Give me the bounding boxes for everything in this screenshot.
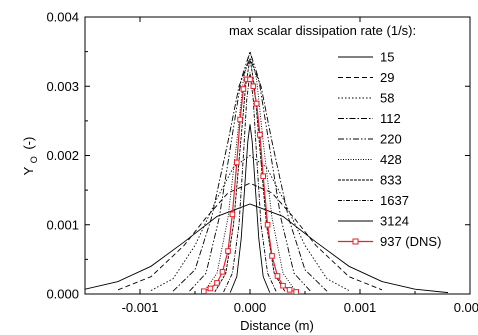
series-lines <box>85 50 449 294</box>
axes: -0.001 0.000 0.001 0.002 0.000 0.001 0.002 0.00… <box>46 10 478 316</box>
legend-label: 112 <box>380 111 401 126</box>
dns-marker <box>237 116 243 123</box>
series-line-937-dns- <box>203 78 297 293</box>
legend-label: 3124 <box>380 214 409 229</box>
y-axis-title-unit: (-) <box>21 137 36 150</box>
series-line-58 <box>150 154 350 291</box>
series-line-3124 <box>229 124 271 293</box>
legend: max scalar dissipation rate (1/s): 15 29 5… <box>229 23 441 249</box>
y-axis-title: Y O (-) <box>21 137 40 176</box>
y-tick-label: 0.001 <box>46 217 79 232</box>
dns-marker <box>225 248 231 254</box>
dns-marker <box>229 211 236 218</box>
x-tick-label: -0.001 <box>122 300 159 315</box>
y-axis-title-sub: O <box>29 156 39 163</box>
legend-label: 1637 <box>380 193 409 208</box>
dns-marker <box>269 253 275 259</box>
series-line-29 <box>117 182 383 291</box>
legend-label: 220 <box>380 132 402 147</box>
dns-marker <box>201 288 207 294</box>
legend-marker <box>352 238 359 245</box>
dns-marker <box>257 131 263 138</box>
dns-marker <box>260 173 266 180</box>
series-line-428 <box>203 51 297 293</box>
dns-marker <box>274 273 281 279</box>
y-tick-label: 0.004 <box>46 10 79 25</box>
legend-label: 58 <box>380 91 394 106</box>
x-tick-label: 0.000 <box>234 300 267 315</box>
dns-marker <box>250 83 257 90</box>
dns-marker <box>240 86 247 92</box>
y-axis-title-main: Y <box>21 166 36 175</box>
series-line-220 <box>189 50 311 292</box>
legend-title: max scalar dissipation rate (1/s): <box>229 23 416 38</box>
dns-marker <box>264 221 271 228</box>
series-line-112 <box>172 57 328 292</box>
y-tick-label: 0.002 <box>46 148 79 163</box>
plot-frame <box>84 16 471 295</box>
series-line-1637 <box>223 72 277 293</box>
dns-marker <box>219 269 226 275</box>
dns-marker <box>280 282 286 289</box>
x-tick-label: 0.002 <box>454 300 478 315</box>
dns-marker <box>253 100 260 107</box>
series-line-833 <box>214 58 286 293</box>
dns-marker <box>247 76 253 83</box>
legend-label: 937 (DNS) <box>380 234 441 249</box>
dns-marker <box>207 285 214 292</box>
legend-label: 833 <box>380 173 402 188</box>
dns-marker <box>214 280 220 286</box>
dns-marker <box>293 289 299 294</box>
legend-label: 15 <box>380 50 394 65</box>
legend-label: 29 <box>380 70 394 85</box>
y-tick-label: 0.003 <box>46 79 79 94</box>
legend-label: 428 <box>380 152 402 167</box>
x-tick-label: 0.001 <box>344 300 377 315</box>
dns-marker <box>286 287 293 293</box>
y-tick-label: 0.000 <box>46 287 79 302</box>
x-axis-title: Distance (m) <box>240 318 314 333</box>
dns-marker <box>234 159 240 166</box>
